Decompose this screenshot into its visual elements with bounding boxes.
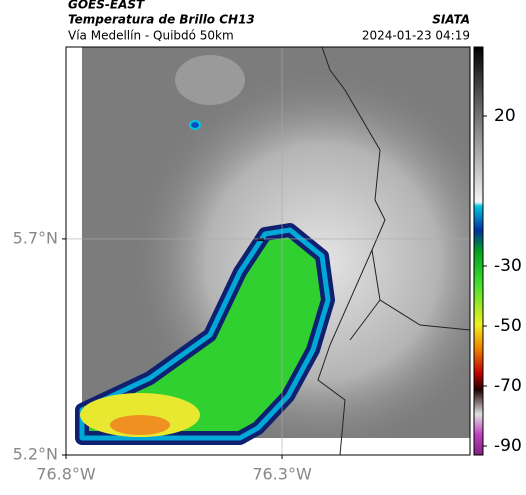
source: GOES-EAST xyxy=(68,0,145,12)
boundaries xyxy=(317,46,471,456)
colorbar-tick-label: -50 xyxy=(494,316,522,336)
colorbar-tick-label: -90 xyxy=(494,436,522,456)
city-marker xyxy=(258,238,264,241)
header: GOES-EAST Temperatura de Brillo CH13 SIA… xyxy=(68,0,470,43)
cloud-edge xyxy=(79,227,331,441)
x-tick-label: 76.3°W xyxy=(252,465,312,484)
colorbar-ticks: 20 -30 -50 -70 -90 xyxy=(483,106,522,456)
x-tick-label: 76.8°W xyxy=(36,465,96,484)
map-frame xyxy=(65,46,471,456)
timestamp: 2024-01-23 04:19 xyxy=(362,29,470,43)
cloud xyxy=(175,55,245,105)
cold-cell xyxy=(189,120,201,130)
colorbar-tick-label: -30 xyxy=(494,256,522,276)
colorbar-tick-label: -70 xyxy=(494,376,522,396)
subtitle: Vía Medellín - Quibdó 50km xyxy=(68,29,234,43)
imagery xyxy=(75,46,471,456)
coldest-core xyxy=(110,415,170,435)
colorbar xyxy=(473,46,484,456)
title: Temperatura de Brillo CH13 xyxy=(68,13,255,27)
org: SIATA xyxy=(432,13,470,27)
colorbar-tick-label: 20 xyxy=(494,106,516,126)
y-tick-label: 5.7°N xyxy=(13,228,58,247)
y-tick-label: 5.2°N xyxy=(13,445,58,464)
